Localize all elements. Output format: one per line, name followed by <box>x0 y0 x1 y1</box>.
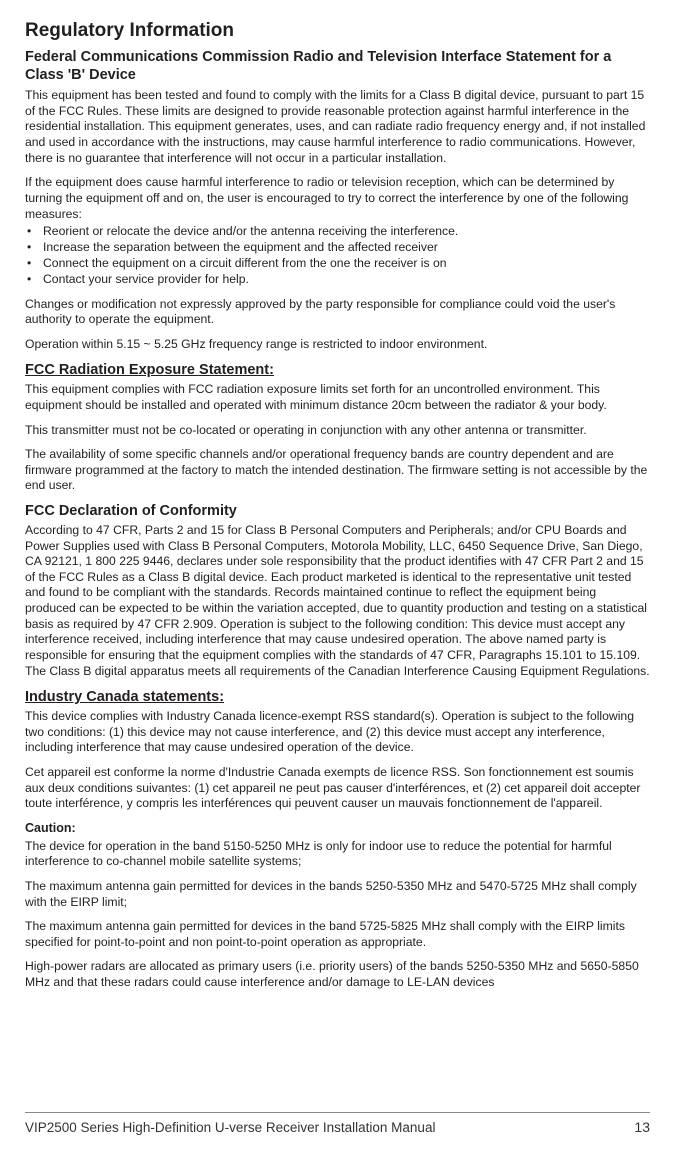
footer-title: VIP2500 Series High-Definition U-verse R… <box>25 1120 435 1135</box>
caution-para4: High-power radars are allocated as prima… <box>25 959 650 990</box>
main-heading: Regulatory Information <box>25 20 650 42</box>
bullet-item: Increase the separation between the equi… <box>25 240 650 256</box>
fcc-radiation-heading: FCC Radiation Exposure Statement: <box>25 362 650 378</box>
caution-para1: The device for operation in the band 515… <box>25 839 650 870</box>
fcc-interface-para2: If the equipment does cause harmful inte… <box>25 175 650 222</box>
industry-canada-para2: Cet appareil est conforme la norme d'Ind… <box>25 765 650 812</box>
fcc-interface-para1: This equipment has been tested and found… <box>25 88 650 166</box>
fcc-conformity-para1: According to 47 CFR, Parts 2 and 15 for … <box>25 523 650 679</box>
bullet-item: Reorient or relocate the device and/or t… <box>25 224 650 240</box>
industry-canada-para1: This device complies with Industry Canad… <box>25 709 650 756</box>
fcc-conformity-heading: FCC Declaration of Conformity <box>25 503 650 519</box>
footer-page-number: 13 <box>634 1119 650 1135</box>
fcc-interface-para4: Operation within 5.15 ~ 5.25 GHz frequen… <box>25 337 650 353</box>
caution-label: Caution: <box>25 821 650 835</box>
fcc-radiation-para2: This transmitter must not be co-located … <box>25 423 650 439</box>
fcc-radiation-para3: The availability of some specific channe… <box>25 447 650 494</box>
page-footer: VIP2500 Series High-Definition U-verse R… <box>25 1112 650 1135</box>
fcc-interface-heading: Federal Communications Commission Radio … <box>25 48 650 84</box>
fcc-interface-bullets: Reorient or relocate the device and/or t… <box>25 224 650 287</box>
bullet-item: Contact your service provider for help. <box>25 272 650 288</box>
fcc-radiation-para1: This equipment complies with FCC radiati… <box>25 382 650 413</box>
caution-para2: The maximum antenna gain permitted for d… <box>25 879 650 910</box>
fcc-interface-para3: Changes or modification not expressly ap… <box>25 297 650 328</box>
caution-para3: The maximum antenna gain permitted for d… <box>25 919 650 950</box>
industry-canada-heading: Industry Canada statements: <box>25 689 650 705</box>
bullet-item: Connect the equipment on a circuit diffe… <box>25 256 650 272</box>
